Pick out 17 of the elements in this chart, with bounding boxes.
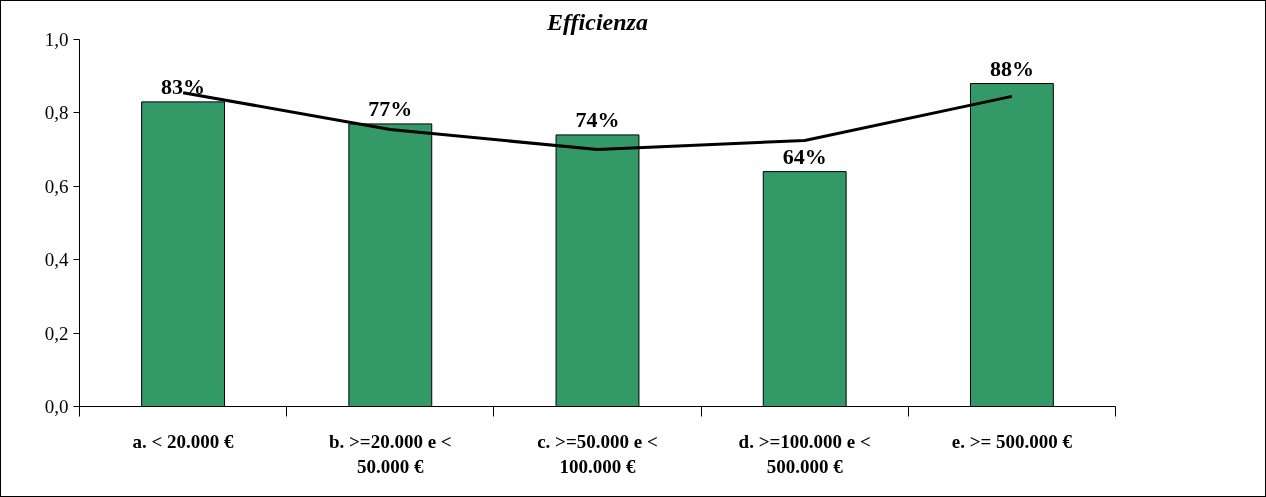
x-tick-label: c. >=50.000 e < 100.000 € (537, 430, 658, 477)
chart-title: Efficienza (546, 8, 648, 35)
data-label: 88% (989, 55, 1034, 81)
y-tick-label: 0,2 (44, 322, 69, 344)
y-tick-label: 0,6 (44, 175, 69, 197)
x-tick-label: e. >= 500.000 € (951, 430, 1073, 452)
y-tick-label: 0,0 (44, 396, 69, 417)
y-tick-label: 0,4 (44, 249, 69, 271)
x-tick-label: a. < 20.000 € (132, 430, 235, 452)
data-label: 77% (368, 95, 413, 121)
data-label: 83% (161, 73, 206, 99)
data-label: 74% (575, 106, 620, 132)
x-tick-label: d. >=100.000 e < 500.000 € (738, 430, 871, 477)
data-label: 64% (782, 143, 827, 169)
y-tick-label: 1,0 (44, 29, 69, 50)
x-tick-label: b. >=20.000 e < 50.000 € (328, 430, 452, 477)
y-tick-label: 0,8 (44, 102, 69, 124)
